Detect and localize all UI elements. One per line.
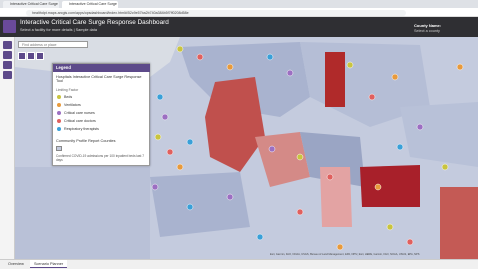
map-button[interactable] bbox=[27, 52, 35, 60]
tool-button[interactable] bbox=[3, 61, 12, 69]
county bbox=[325, 52, 345, 107]
legend-label: Beds bbox=[64, 94, 73, 99]
hospital-marker[interactable] bbox=[456, 63, 464, 71]
hospital-marker[interactable] bbox=[441, 163, 449, 171]
legend-panel: Legend Hospitals Interactive Critical Ca… bbox=[52, 63, 150, 166]
footer bbox=[0, 259, 478, 269]
hospital-marker[interactable] bbox=[256, 233, 264, 241]
hospital-marker[interactable] bbox=[296, 153, 304, 161]
county bbox=[440, 187, 478, 259]
county bbox=[255, 132, 310, 187]
legend-description: Confirmed COVID-19 admissions per 100 in… bbox=[56, 154, 145, 162]
dashboard-header bbox=[0, 17, 478, 37]
county bbox=[360, 165, 420, 207]
hospital-marker[interactable] bbox=[268, 145, 276, 153]
hospital-marker[interactable] bbox=[166, 148, 174, 156]
legend-swatch bbox=[57, 95, 61, 99]
tool-button[interactable] bbox=[3, 41, 12, 49]
hospital-marker[interactable] bbox=[266, 53, 274, 61]
legend-label: Respiratory therapists bbox=[64, 126, 99, 131]
legend-swatch bbox=[56, 146, 62, 151]
dashboard-subtitle: Select a facility for more details | Sam… bbox=[20, 28, 97, 32]
hospital-marker[interactable] bbox=[286, 69, 294, 77]
legend-title: Legend bbox=[53, 64, 150, 72]
hospital-marker[interactable] bbox=[406, 238, 414, 246]
legend-swatch bbox=[57, 127, 61, 131]
footer-tab[interactable]: Overview bbox=[8, 262, 24, 266]
hospital-marker[interactable] bbox=[226, 193, 234, 201]
hospital-marker[interactable] bbox=[151, 183, 159, 191]
hospital-layer bbox=[151, 45, 464, 251]
county-selector[interactable]: Select a county bbox=[414, 29, 440, 33]
url-field[interactable]: healthdpt.maps.arcgis.com/apps/opsdashbo… bbox=[26, 9, 406, 16]
hospital-marker[interactable] bbox=[226, 63, 234, 71]
county-label: County Name: bbox=[414, 23, 442, 28]
hospital-marker[interactable] bbox=[176, 45, 184, 53]
footer-tab[interactable]: Scenario Planner bbox=[30, 260, 68, 268]
county bbox=[150, 172, 250, 237]
hospital-marker[interactable] bbox=[326, 173, 334, 181]
hospital-marker[interactable] bbox=[156, 93, 164, 101]
legend-label: Critical care doctors bbox=[64, 118, 96, 123]
legend-group: Limiting Factor bbox=[56, 88, 79, 92]
hospital-marker[interactable] bbox=[196, 53, 204, 61]
county bbox=[205, 77, 265, 172]
legend-label: Ventilators bbox=[64, 102, 81, 107]
legend-layer: Community Profile Report Counties bbox=[56, 139, 116, 143]
map-button[interactable] bbox=[18, 52, 26, 60]
dashboard-title: Interactive Critical Care Surge Response… bbox=[20, 19, 169, 26]
hospital-marker[interactable] bbox=[368, 93, 376, 101]
tool-button[interactable] bbox=[3, 71, 12, 79]
hospital-marker[interactable] bbox=[416, 123, 424, 131]
hospital-marker[interactable] bbox=[161, 113, 169, 121]
map-button[interactable] bbox=[36, 52, 44, 60]
tab-bar bbox=[0, 0, 478, 8]
hospital-marker[interactable] bbox=[336, 243, 344, 251]
legend-layer: Hospitals Interactive Critical Care Surg… bbox=[56, 75, 142, 83]
attribution: Esri, Garmin, FAO, NOAA, USGS, Bureau of… bbox=[270, 253, 420, 256]
hospital-marker[interactable] bbox=[186, 138, 194, 146]
county bbox=[320, 167, 352, 227]
toolbar bbox=[0, 37, 15, 259]
hospital-marker[interactable] bbox=[154, 133, 162, 141]
legend-swatch bbox=[57, 119, 61, 123]
hospital-marker[interactable] bbox=[346, 61, 354, 69]
hospital-marker[interactable] bbox=[391, 73, 399, 81]
hospital-marker[interactable] bbox=[186, 203, 194, 211]
legend-swatch bbox=[57, 103, 61, 107]
logo bbox=[3, 20, 16, 33]
search-box[interactable]: Find address or place bbox=[18, 41, 88, 48]
browser-tab[interactable]: Interactive Critical Care Surge Pl... bbox=[62, 1, 118, 8]
hospital-marker[interactable] bbox=[296, 208, 304, 216]
hospital-marker[interactable] bbox=[374, 183, 382, 191]
browser-tab[interactable]: Interactive Critical Care Surge Pl... bbox=[3, 1, 59, 8]
hospital-marker[interactable] bbox=[396, 143, 404, 151]
county bbox=[400, 102, 478, 167]
legend-swatch bbox=[57, 111, 61, 115]
hospital-marker[interactable] bbox=[386, 223, 394, 231]
legend-label: Critical care nurses bbox=[64, 110, 95, 115]
tool-button[interactable] bbox=[3, 51, 12, 59]
hospital-marker[interactable] bbox=[176, 163, 184, 171]
county bbox=[15, 167, 150, 259]
